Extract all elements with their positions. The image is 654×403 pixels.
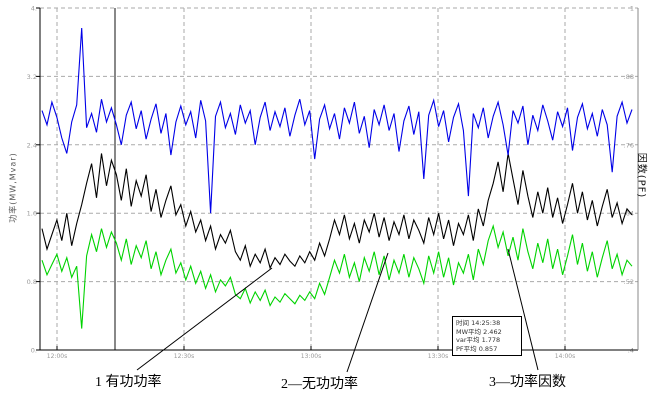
callout-pointer-2	[346, 252, 389, 373]
series-line-功率因数	[41, 27, 633, 214]
left-tick-label: 1.6	[27, 210, 37, 218]
callout-power-factor: 3—功率因数	[489, 375, 566, 390]
left-tick-label: 4.	[31, 5, 37, 13]
left-axis-title: 功率(MW,Mvar)	[8, 152, 18, 223]
right-tick-label: .52	[624, 278, 634, 286]
callout-pointer-1	[136, 267, 273, 371]
right-axis-title: 因数(PF)	[635, 152, 647, 199]
series-line-有功功率	[41, 153, 633, 270]
x-tick-label: 13:00s	[301, 353, 321, 360]
stats-time: 时间 14:25:38	[456, 319, 501, 327]
stats-pf-average: PF平均 0.857	[456, 344, 498, 353]
left-tick-label: 3.2	[27, 73, 37, 81]
right-tick-label: .88	[624, 73, 634, 81]
callout-pointer-3	[507, 248, 539, 371]
left-tick-label: 0.	[31, 347, 37, 355]
stats-var-average: var平均 1.778	[456, 336, 501, 345]
callout-active-power: 1 有功功率	[95, 375, 162, 390]
x-tick-label: 14:00s	[555, 353, 575, 360]
stats-info-box: 时间 14:25:38 MW平均 2.462 var平均 1.778 PF平均 …	[452, 316, 522, 357]
x-tick-label: 13:30s	[428, 353, 448, 360]
x-tick-label: 12:00s	[47, 353, 67, 360]
series-line-无功功率	[41, 223, 633, 329]
left-tick-label: 2.4	[27, 141, 37, 149]
stats-mw-average: MW平均 2.462	[456, 327, 502, 336]
callout-reactive-power: 2—无功功率	[281, 377, 358, 392]
right-tick-label: .64	[624, 210, 634, 218]
x-tick-label: 12:30s	[174, 353, 194, 360]
left-tick-label: 0.8	[27, 278, 37, 286]
right-tick-label: 1	[630, 5, 634, 13]
right-tick-label: .76	[624, 141, 634, 149]
